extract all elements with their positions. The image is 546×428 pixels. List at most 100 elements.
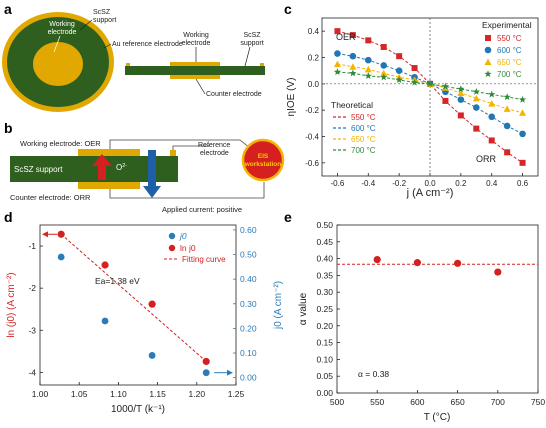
e-point-alpha <box>413 259 421 267</box>
d-xtick-label: 1.20 <box>189 389 206 399</box>
c-point-2 <box>519 109 527 116</box>
c-xtick-label: 0.2 <box>455 179 467 188</box>
e-ytick-label: 0.45 <box>316 237 333 247</box>
c-point-2 <box>349 63 357 70</box>
c-point-0 <box>442 97 449 104</box>
label-scsz-2: support <box>93 17 116 24</box>
c-annotation-orr: ORR <box>476 154 497 164</box>
c-ytick-label: 0.0 <box>308 80 320 89</box>
c-point-0 <box>365 37 372 44</box>
working-electrode-side <box>170 62 220 66</box>
c-point-3 <box>503 93 511 101</box>
d-ylabel-right: j0 (A cm⁻²) <box>273 281 284 330</box>
c-ytick-label: -0.2 <box>305 106 319 115</box>
c-point-1 <box>349 52 357 60</box>
c-point-2 <box>488 100 496 107</box>
c-point-3 <box>349 69 357 77</box>
label-working-electrode-1: Working <box>49 21 75 28</box>
e-ytick-label: 0.05 <box>316 371 333 381</box>
c-xtick-label: 0.6 <box>517 179 529 188</box>
e-annotation-alpha: α = 0.38 <box>358 369 389 379</box>
c-point-1 <box>488 113 496 121</box>
e-xtick-label: 600 <box>410 397 424 407</box>
chart-e: 500 550 600 650 700 750 0.00 0.05 0.10 0.15 0.20 0.… <box>298 220 545 423</box>
d-point-ln-j0 <box>148 300 156 308</box>
panel-a-schematic: Working electrode ScSZ support Au refere… <box>2 9 265 112</box>
c-point-3 <box>410 78 419 86</box>
c-legend-marker-2 <box>484 58 492 65</box>
b-oxide-ion: O2- <box>116 163 127 172</box>
b-eis-1: EIS <box>258 153 269 160</box>
label-we-side-2: electrode <box>182 40 211 47</box>
panel-label-c: c <box>284 1 292 17</box>
e-ytick-label: 0.20 <box>316 321 333 331</box>
e-point-alpha <box>454 259 462 267</box>
c-ytick-label: -0.6 <box>305 159 319 168</box>
chart-c: -0.6 -0.4 -0.2 0.0 0.2 0.4 0.6 -0.6 -0.4 -0.2 0.0 0… <box>286 17 539 199</box>
c-point-0 <box>488 137 495 144</box>
e-ytick-label: 0.35 <box>316 270 333 280</box>
c-ytick-label: -0.4 <box>305 133 319 142</box>
b-scsz-label: ScSZ support <box>14 165 63 174</box>
c-legend-theo-label-0: 550 °C <box>351 113 376 122</box>
d-xtick-label: 1.00 <box>32 389 49 399</box>
d-xtick-label: 1.25 <box>228 389 245 399</box>
d-ytick-right-label: 0.30 <box>240 299 257 309</box>
e-ytick-label: 0.25 <box>316 304 333 314</box>
b-applied-current: Applied current: positive <box>162 205 242 214</box>
chart-e-marks <box>337 256 538 276</box>
d-ylabel-left: ln (j0) (A cm⁻²) <box>6 272 17 337</box>
d-point-j0 <box>101 317 109 325</box>
c-point-3 <box>441 82 450 90</box>
e-xtick-label: 700 <box>491 397 505 407</box>
panel-b-schematic: ScSZ support Working electrode: OER Coun… <box>10 138 285 214</box>
c-point-3 <box>488 90 496 98</box>
c-point-0 <box>411 65 418 72</box>
label-working-electrode-2: electrode <box>48 29 77 36</box>
e-xtick-label: 500 <box>330 397 344 407</box>
c-point-3 <box>518 95 527 103</box>
label-counter-electrode: Counter electrode <box>206 91 262 98</box>
c-legend-label-1: 600 °C <box>497 46 522 55</box>
e-ytick-label: 0.15 <box>316 338 333 348</box>
c-xtick-label: 0.4 <box>486 179 498 188</box>
c-point-0 <box>334 28 341 35</box>
d-legend-marker-j0 <box>168 232 176 240</box>
label-we-side-1: Working <box>183 32 209 39</box>
chart-e-ticks: 500 550 600 650 700 750 0.00 0.05 0.10 0.15 0.20 0.… <box>316 220 545 407</box>
chart-d: 1.00 1.05 1.10 1.15 1.20 1.25 -1 -2 -3 -4 0.00 0.10… <box>6 224 284 415</box>
c-ytick-label: 0.4 <box>308 27 320 36</box>
c-legend-label-3: 700 °C <box>497 70 522 79</box>
working-electrode-top <box>33 42 83 86</box>
e-ytick-label: 0.00 <box>316 388 333 398</box>
c-annotation-oer: OER <box>336 32 356 42</box>
c-xlabel: j (A cm⁻²) <box>406 187 454 199</box>
chart-d-marks <box>42 230 233 377</box>
c-legend-experimental: Experimental <box>482 20 532 30</box>
c-point-3 <box>457 85 465 93</box>
d-ytick-right-label: 0.60 <box>240 225 257 235</box>
d-point-ln-j0 <box>101 261 109 269</box>
d-point-j0 <box>202 369 210 377</box>
b-working-oer: Working electrode: OER <box>20 139 101 148</box>
panel-label-e: e <box>284 209 292 225</box>
c-xtick-label: 0.0 <box>424 179 436 188</box>
c-xtick-label: -0.6 <box>331 179 345 188</box>
e-point-alpha <box>373 256 381 264</box>
d-ytick-left-label: -2 <box>28 283 36 293</box>
e-ytick-label: 0.30 <box>316 287 333 297</box>
e-xtick-label: 650 <box>451 397 465 407</box>
b-counter-orr: Counter electrode: ORR <box>10 193 91 202</box>
label-scsz-side-1: ScSZ <box>243 32 261 39</box>
panel-label-a: a <box>4 1 12 17</box>
c-legend-theo-label-1: 600 °C <box>351 124 376 133</box>
chart-c-ticks: -0.6 -0.4 -0.2 0.0 0.2 0.4 0.6 -0.6 -0.4 -0.2 0.0 0… <box>305 27 528 188</box>
d-point-ln-j0 <box>57 230 65 238</box>
d-ytick-right-label: 0.40 <box>240 274 257 284</box>
c-point-0 <box>473 125 480 132</box>
c-point-1 <box>395 67 403 74</box>
counter-electrode-side <box>170 75 220 79</box>
c-point-1 <box>472 104 480 111</box>
c-point-2 <box>333 60 341 68</box>
